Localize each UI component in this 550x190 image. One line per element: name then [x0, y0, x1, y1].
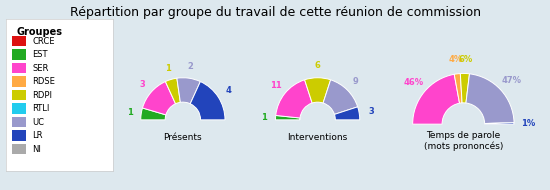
Wedge shape: [323, 80, 358, 114]
Text: Interventions: Interventions: [288, 133, 348, 142]
Text: SER: SER: [32, 64, 49, 73]
Text: RDSE: RDSE: [32, 77, 55, 86]
Text: 1: 1: [165, 64, 170, 73]
Wedge shape: [276, 116, 300, 120]
Wedge shape: [305, 78, 331, 103]
Text: RDPI: RDPI: [32, 91, 52, 100]
Text: RTLI: RTLI: [32, 104, 50, 113]
Text: 3: 3: [368, 107, 374, 116]
Wedge shape: [466, 74, 514, 124]
Text: 6: 6: [315, 61, 321, 70]
Text: Groupes: Groupes: [16, 27, 62, 37]
Wedge shape: [412, 74, 460, 124]
Text: 46%: 46%: [404, 78, 424, 87]
Text: 4%: 4%: [448, 55, 463, 64]
Text: LR: LR: [32, 131, 43, 140]
Text: CRCE: CRCE: [32, 36, 55, 46]
Wedge shape: [190, 82, 225, 120]
Bar: [12, 130, 26, 141]
Text: 2: 2: [188, 62, 194, 71]
Wedge shape: [485, 123, 514, 124]
Bar: [12, 36, 26, 46]
Text: 11: 11: [270, 82, 282, 90]
Wedge shape: [334, 107, 360, 120]
Bar: [12, 103, 26, 114]
Wedge shape: [141, 108, 166, 120]
Text: NI: NI: [32, 145, 41, 154]
Text: UC: UC: [32, 118, 45, 127]
Bar: [12, 117, 26, 127]
Text: 1%: 1%: [521, 119, 535, 128]
Text: 1: 1: [126, 108, 133, 117]
Text: 4: 4: [226, 86, 231, 95]
Text: Présents: Présents: [163, 133, 202, 142]
Bar: [12, 144, 26, 154]
Bar: [12, 63, 26, 73]
Wedge shape: [460, 74, 470, 103]
Text: Répartition par groupe du travail de cette réunion de commission: Répartition par groupe du travail de cet…: [69, 6, 481, 19]
Bar: [12, 49, 26, 60]
Bar: [12, 90, 26, 100]
Wedge shape: [177, 78, 200, 104]
Text: 3: 3: [139, 80, 145, 89]
Wedge shape: [276, 80, 312, 118]
Wedge shape: [142, 82, 175, 115]
Bar: [12, 76, 26, 87]
Text: Temps de parole
(mots prononcés): Temps de parole (mots prononcés): [424, 131, 503, 151]
Text: 6%: 6%: [458, 55, 472, 64]
Wedge shape: [166, 78, 180, 104]
Wedge shape: [454, 74, 462, 103]
Text: 9: 9: [353, 77, 359, 86]
Text: EST: EST: [32, 50, 48, 59]
Text: 1: 1: [261, 112, 267, 122]
Text: 47%: 47%: [501, 76, 521, 85]
